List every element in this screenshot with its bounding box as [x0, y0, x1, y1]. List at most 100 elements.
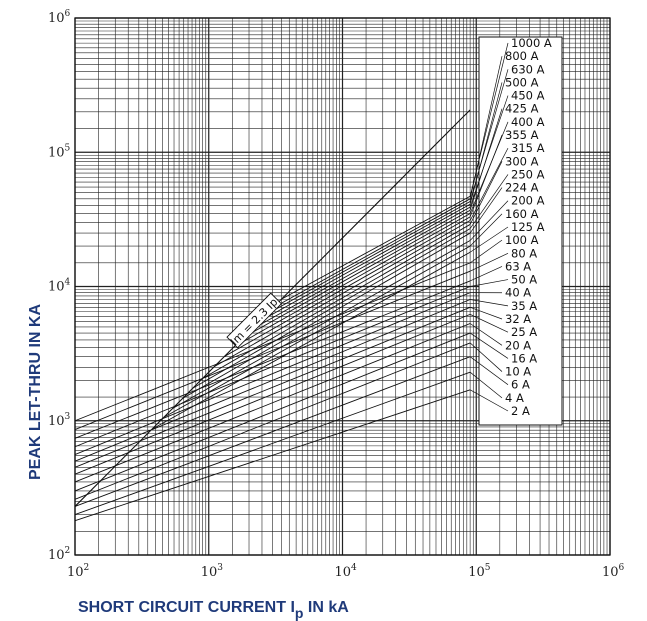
- series-label: 125 A: [511, 220, 545, 234]
- y-tick-label: 106: [48, 9, 71, 26]
- series-label: 100 A: [505, 233, 539, 247]
- series-label: 10 A: [505, 365, 531, 379]
- series-leader-line: [469, 371, 503, 399]
- series-leader-line: [469, 314, 509, 333]
- series-leader-line: [469, 342, 503, 372]
- series-label: 25 A: [511, 325, 537, 339]
- x-axis-title-sub: p: [295, 605, 304, 621]
- y-tick-labels: 102 103 104 105 106: [48, 9, 71, 563]
- series-leader-line: [469, 187, 503, 234]
- series-lines: [74, 195, 471, 522]
- series-leader-line: [469, 200, 509, 241]
- series-line: [74, 270, 471, 430]
- series-label: 425 A: [505, 102, 539, 116]
- series-line: [266, 201, 471, 315]
- y-tick-label: 102: [48, 546, 70, 563]
- series-line: [74, 356, 471, 507]
- series-leader-line: [470, 306, 503, 320]
- series-line: [233, 213, 471, 348]
- series-line: [74, 313, 471, 475]
- x-axis-title-main: SHORT CIRCUIT CURRENT I: [78, 599, 295, 616]
- series-label: 32 A: [505, 312, 531, 326]
- x-tick-label: 103: [201, 563, 224, 580]
- series-label: 80 A: [511, 246, 537, 260]
- series-label: 16 A: [511, 351, 537, 365]
- series-line: [74, 342, 471, 500]
- series-leader-line: [469, 389, 509, 412]
- series-label: 315 A: [511, 141, 545, 155]
- x-tick-labels: 102 103 104 105 106: [67, 563, 625, 580]
- y-tick-label: 105: [48, 143, 71, 160]
- series-line: [74, 389, 471, 522]
- series-label: 630 A: [511, 62, 545, 76]
- series-line: [152, 251, 471, 430]
- series-line: [74, 280, 471, 439]
- series-line: [182, 232, 471, 399]
- series-label: 355 A: [505, 128, 539, 142]
- y-axis-title: PEAK LET-THRU IN KA: [27, 304, 44, 480]
- series-line: [214, 220, 471, 368]
- series-line: [281, 195, 471, 300]
- x-tick-label: 105: [468, 563, 491, 580]
- series-label: 1000 A: [511, 36, 552, 50]
- series-leader-line: [469, 213, 503, 247]
- series-label: 400 A: [511, 115, 545, 129]
- series-label: 500 A: [505, 75, 539, 89]
- series-label: 300 A: [505, 154, 539, 168]
- series-label: 20 A: [505, 338, 531, 352]
- series-leader-line: [469, 108, 503, 211]
- series-line: [223, 216, 471, 358]
- y-tick-label: 103: [48, 412, 71, 429]
- series-label: 40 A: [505, 286, 531, 300]
- series-label: 63 A: [505, 259, 531, 273]
- series-label: 2 A: [511, 404, 530, 418]
- series-label: 35 A: [511, 299, 537, 313]
- series-leader-line: [469, 332, 509, 359]
- series-label: 250 A: [511, 167, 545, 181]
- series-line: [74, 286, 471, 448]
- x-tick-label: 104: [335, 563, 358, 580]
- series-label: 800 A: [505, 49, 539, 63]
- series-line: [74, 332, 471, 492]
- series-leader-line: [469, 134, 503, 218]
- x-axis-title-tail: IN kA: [303, 599, 349, 616]
- series-label: 6 A: [511, 378, 530, 392]
- series-line: [192, 228, 471, 389]
- series-leader-line: [469, 226, 509, 253]
- series-leader-line: [469, 252, 509, 272]
- x-axis-title: SHORT CIRCUIT CURRENT Ip IN kA: [78, 599, 349, 621]
- series-line: [163, 245, 471, 418]
- series-leader-line: [470, 299, 509, 307]
- series-line: [74, 299, 471, 462]
- series-leader-line: [469, 323, 503, 346]
- series-leader-line: [469, 266, 503, 282]
- reference-line-label-box: [226, 292, 283, 349]
- x-tick-label: 106: [602, 563, 625, 580]
- series-line: [272, 198, 471, 309]
- x-tick-label: 102: [67, 563, 89, 580]
- series-leader-line: [469, 356, 509, 385]
- series-label: 50 A: [511, 273, 537, 287]
- series-line: [172, 240, 471, 409]
- series-line: [259, 203, 471, 322]
- series-label: 4 A: [505, 391, 524, 405]
- series-leader-line: [469, 56, 503, 199]
- series-leader-line: [469, 82, 503, 205]
- series-leader-line: [469, 239, 503, 264]
- series-line: [74, 323, 471, 483]
- y-tick-label: 104: [48, 278, 71, 295]
- series-leader-line: [470, 279, 509, 287]
- series-leader-line: [469, 174, 509, 229]
- series-line: [242, 209, 471, 339]
- series-label: 450 A: [511, 89, 545, 103]
- series-label: 224 A: [505, 181, 539, 195]
- plot-frame: [74, 17, 611, 556]
- series-label: 160 A: [505, 207, 539, 221]
- series-line: [74, 371, 471, 516]
- series-label-box: [478, 36, 563, 426]
- series-leader-line: [469, 95, 509, 208]
- series-leader-line: [469, 147, 509, 221]
- series-line: [251, 206, 471, 330]
